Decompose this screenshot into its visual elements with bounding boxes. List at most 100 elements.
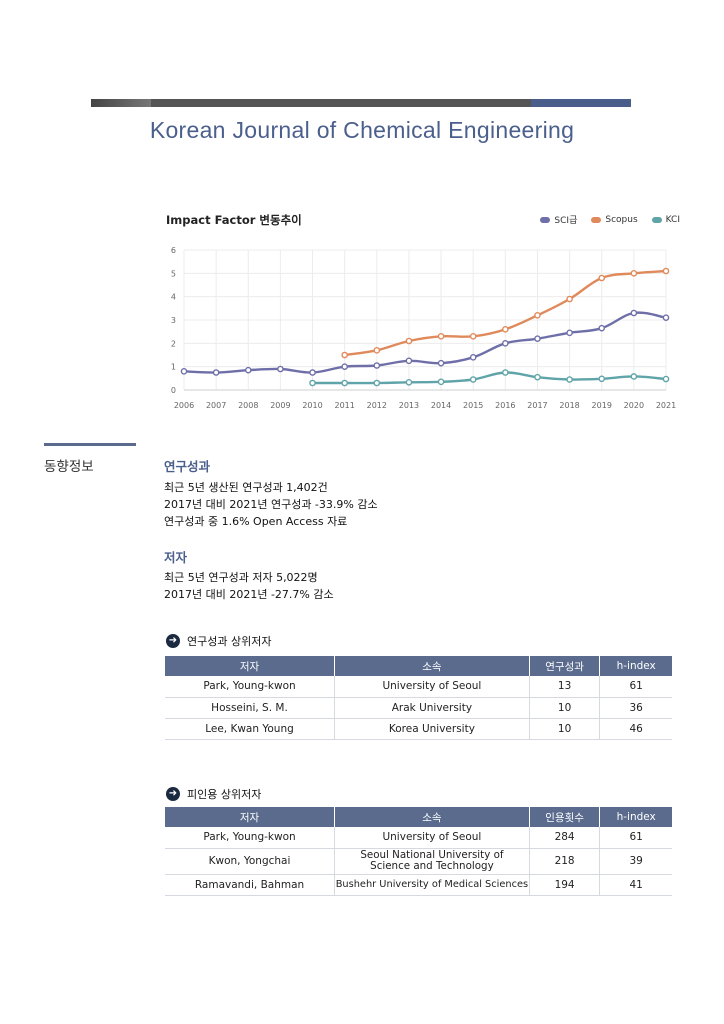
hindex-cell: 36 <box>599 697 672 719</box>
data-point-2 <box>373 379 381 387</box>
data-point-2 <box>566 376 573 383</box>
y-tick-label: 4 <box>171 293 176 302</box>
legend-swatch-kci <box>651 216 662 223</box>
outputs-cell: 10 <box>529 697 601 719</box>
chart-title: Impact Factor 변동추이 <box>166 213 302 227</box>
data-point-2 <box>341 379 348 387</box>
data-point-0 <box>405 357 413 365</box>
x-tick-label: 2011 <box>334 401 354 410</box>
affiliation-cell: University of Seoul <box>334 827 530 849</box>
affiliation-cell: Seoul National University of Science and… <box>334 848 530 875</box>
table2-header-hindex: h-index <box>599 807 672 827</box>
data-point-2 <box>405 378 413 386</box>
legend-swatch-sci <box>540 216 551 223</box>
author-cell: Hosseini, S. M. <box>165 697 335 719</box>
table1-header-row: 저자 소속 연구성과 h-index <box>165 656 672 676</box>
header-bar-shine <box>91 99 151 107</box>
header-bar-accent <box>531 99 631 107</box>
affiliation-cell: Korea University <box>334 718 530 740</box>
x-tick-label: 2015 <box>463 401 483 410</box>
data-point-1 <box>566 295 573 303</box>
research-line-3: 연구성과 중 1.6% Open Access 자료 <box>164 515 348 528</box>
data-point-2 <box>309 379 316 387</box>
legend-item-kci: KCI <box>651 213 680 226</box>
data-point-1 <box>598 274 606 282</box>
data-point-1 <box>437 333 445 340</box>
table2-heading: ➜ 피인용 상위저자 <box>166 786 261 802</box>
x-tick-label: 2021 <box>656 401 676 410</box>
top-authors-table: 저자 소속 연구성과 h-index Park, Young-kwon Univ… <box>165 656 672 740</box>
legend-item-sci: SCI급 <box>540 213 577 226</box>
x-tick-label: 2017 <box>527 401 547 410</box>
author-cell: Park, Young-kwon <box>165 827 336 849</box>
data-point-2 <box>437 378 445 386</box>
table1-header-author: 저자 <box>165 656 335 676</box>
data-point-0 <box>309 369 316 376</box>
y-tick-label: 1 <box>171 363 176 372</box>
top-cited-authors-table: 저자 소속 인용횟수 h-index Park, Young-kwon Univ… <box>165 807 672 896</box>
author-cell: Park, Young-kwon <box>165 676 335 698</box>
table2-header-citations: 인용횟수 <box>529 807 601 827</box>
table-row: Ramavandi, Bahman Bushehr University of … <box>165 874 672 896</box>
legend-item-scopus: Scopus <box>591 213 638 226</box>
data-point-2 <box>630 373 638 380</box>
table1-header-affiliation: 소속 <box>334 656 530 676</box>
legend-label-kci: KCI <box>665 214 680 225</box>
affiliation-cell: University of Seoul <box>334 676 530 698</box>
data-point-1 <box>341 351 348 359</box>
data-point-2 <box>534 373 541 381</box>
data-point-0 <box>534 335 541 342</box>
y-tick-label: 6 <box>171 246 176 255</box>
data-point-1 <box>469 333 477 340</box>
y-tick-label: 3 <box>171 316 176 325</box>
hindex-cell: 61 <box>599 676 672 698</box>
table1-heading-label: 연구성과 상위저자 <box>187 635 272 648</box>
data-point-1 <box>502 326 509 333</box>
affiliation-cell: Arak University <box>334 697 530 719</box>
x-tick-label: 2006 <box>174 401 194 410</box>
table1-header-hindex: h-index <box>599 656 672 676</box>
header-bar <box>91 99 631 107</box>
x-tick-label: 2008 <box>238 401 258 410</box>
data-point-1 <box>373 347 381 354</box>
research-line-1: 최근 5년 생산된 연구성과 1,402건 <box>164 481 328 494</box>
journal-title: Korean Journal of Chemical Engineering <box>149 117 575 143</box>
authors-line-1: 최근 5년 연구성과 저자 5,022명 <box>164 571 318 584</box>
table2-heading-label: 피인용 상위저자 <box>187 788 262 801</box>
sidebar-rule <box>44 443 136 446</box>
table1-heading: ➜ 연구성과 상위저자 <box>166 633 271 649</box>
arrow-right-circle-icon: ➜ <box>166 787 180 801</box>
table-row: Kwon, Yongchai Seoul National University… <box>165 848 672 875</box>
data-point-0 <box>277 365 284 373</box>
x-tick-label: 2016 <box>495 401 515 410</box>
y-tick-label: 0 <box>171 386 176 395</box>
data-point-0 <box>212 369 220 376</box>
citations-cell: 194 <box>529 874 601 896</box>
data-point-1 <box>534 312 541 319</box>
data-point-2 <box>469 376 477 383</box>
x-tick-label: 2013 <box>399 401 419 410</box>
data-point-0 <box>341 363 348 370</box>
impact-factor-chart: 0 1 2 3 4 5 6 2006 2007 2008 2009 2010 2011 2012 2013 2… <box>171 246 676 410</box>
author-cell: Kwon, Yongchai <box>165 848 336 875</box>
data-point-1 <box>405 337 413 345</box>
research-line-2: 2017년 대비 2021년 연구성과 -33.9% 감소 <box>164 498 378 511</box>
citations-cell: 284 <box>529 827 601 849</box>
legend-label-sci: SCI급 <box>554 216 578 226</box>
data-point-0 <box>373 362 381 369</box>
research-title: 연구성과 <box>164 459 211 474</box>
table-row: Park, Young-kwon University of Seoul 13 … <box>165 676 672 698</box>
x-tick-label: 2007 <box>206 401 226 410</box>
data-point-2 <box>662 375 670 383</box>
data-point-0 <box>598 324 606 332</box>
series-line-2 <box>311 371 668 385</box>
x-tick-label: 2009 <box>270 401 290 410</box>
y-tick-label: 5 <box>171 269 176 278</box>
hindex-cell: 39 <box>599 848 672 875</box>
author-cell: Lee, Kwan Young <box>165 718 335 740</box>
table-row: Hosseini, S. M. Arak University 10 36 <box>165 697 672 719</box>
table1-header-outputs: 연구성과 <box>529 656 601 676</box>
x-tick-label: 2010 <box>302 401 322 410</box>
data-point-2 <box>598 375 606 383</box>
x-tick-label: 2012 <box>367 401 387 410</box>
